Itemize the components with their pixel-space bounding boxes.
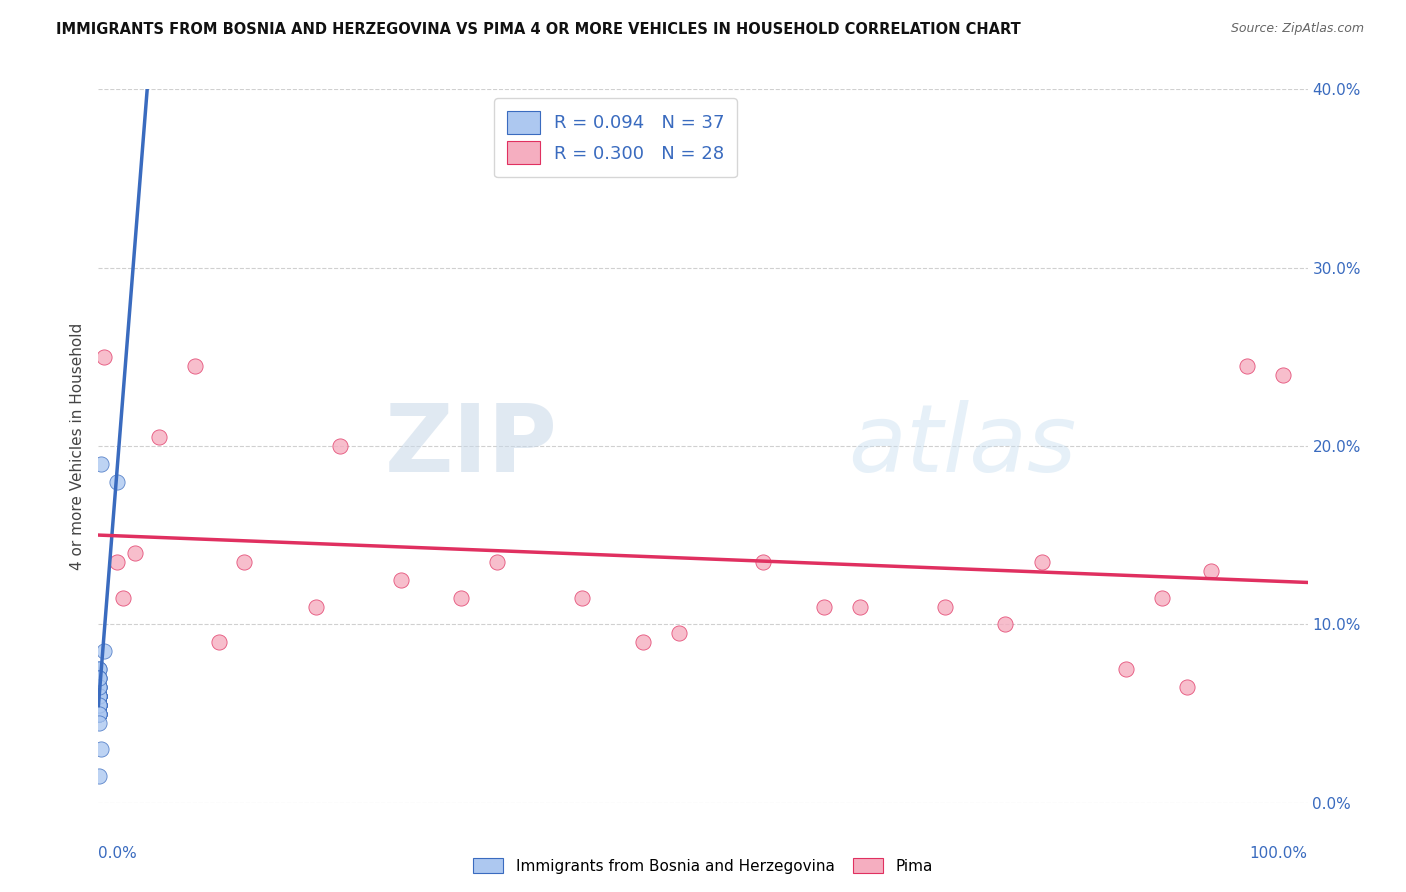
Point [89,689,111,703]
Point [994,617,1017,632]
Legend: Immigrants from Bosnia and Herzegovina, Pima: Immigrants from Bosnia and Herzegovina, … [467,852,939,880]
Point [813,599,835,614]
Point [90,742,112,756]
Point [1199,564,1222,578]
Point [89,689,111,703]
Text: ZIP: ZIP [385,400,558,492]
Point [89,698,111,712]
Point [184,359,207,373]
Point [87,698,110,712]
Point [111,591,134,605]
Point [305,599,328,614]
Text: Source: ZipAtlas.com: Source: ZipAtlas.com [1230,22,1364,36]
Point [87,769,110,783]
Point [89,689,111,703]
Point [1272,368,1295,382]
Point [486,555,509,569]
Point [89,671,111,685]
Point [87,698,110,712]
Point [87,706,110,721]
Point [89,671,111,685]
Point [87,698,110,712]
Point [1175,680,1198,694]
Point [631,635,654,649]
Text: 100.0%: 100.0% [1250,846,1308,861]
Point [148,430,170,444]
Point [87,706,110,721]
Point [89,706,111,721]
Point [87,689,110,703]
Point [668,626,690,640]
Point [232,555,254,569]
Point [329,439,352,453]
Point [752,555,775,569]
Point [1115,662,1137,676]
Point [87,698,110,712]
Point [389,573,412,587]
Point [571,591,593,605]
Point [105,555,128,569]
Point [87,680,110,694]
Legend: R = 0.094   N = 37, R = 0.300   N = 28: R = 0.094 N = 37, R = 0.300 N = 28 [495,98,737,178]
Point [89,698,111,712]
Point [105,475,128,489]
Point [93,644,115,658]
Point [208,635,231,649]
Text: IMMIGRANTS FROM BOSNIA AND HERZEGOVINA VS PIMA 4 OR MORE VEHICLES IN HOUSEHOLD C: IMMIGRANTS FROM BOSNIA AND HERZEGOVINA V… [56,22,1021,37]
Point [93,350,115,364]
Point [87,715,110,730]
Point [89,698,111,712]
Point [87,689,110,703]
Point [87,689,110,703]
Point [934,599,956,614]
Point [89,680,111,694]
Point [89,662,111,676]
Point [87,698,110,712]
Point [87,706,110,721]
Point [87,662,110,676]
Point [89,680,111,694]
Text: 0.0%: 0.0% [98,846,138,861]
Point [87,706,110,721]
Point [1152,591,1174,605]
Point [89,689,111,703]
Point [124,546,146,560]
Text: atlas: atlas [848,401,1077,491]
Point [89,706,111,721]
Point [89,671,111,685]
Point [1031,555,1053,569]
Point [87,680,110,694]
Point [450,591,472,605]
Point [1236,359,1258,373]
Point [849,599,872,614]
Point [90,457,112,471]
Point [89,689,111,703]
Y-axis label: 4 or more Vehicles in Household: 4 or more Vehicles in Household [69,322,84,570]
